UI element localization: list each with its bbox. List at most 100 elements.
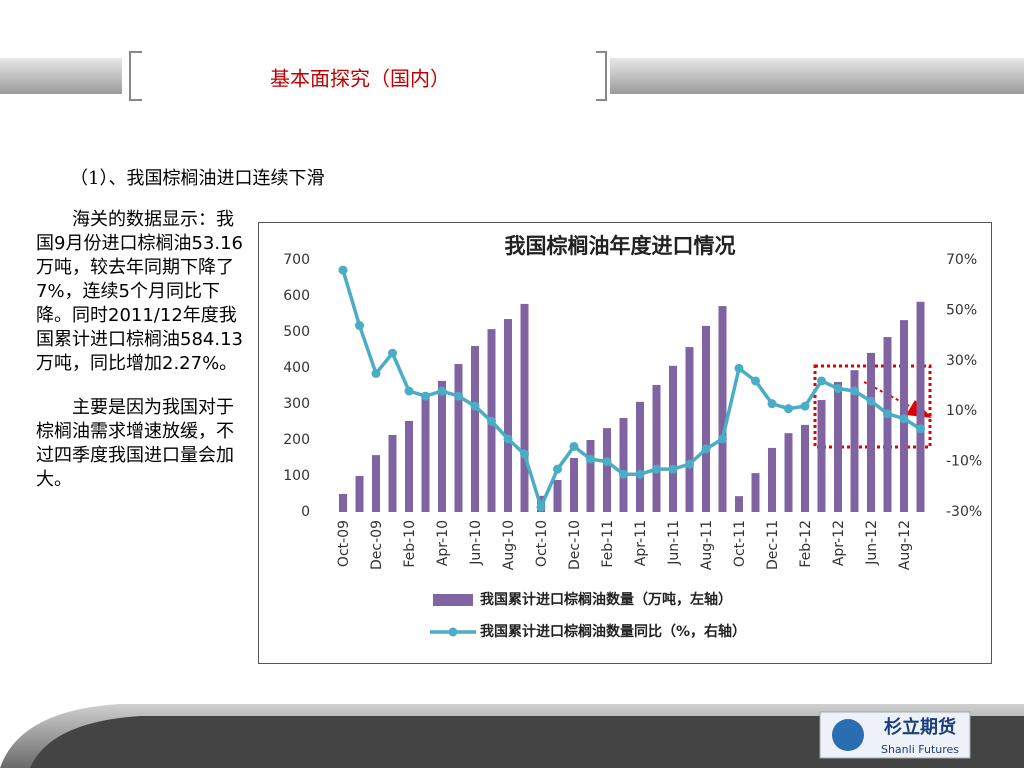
bar — [916, 301, 925, 512]
bar — [867, 352, 875, 512]
point — [470, 401, 480, 411]
legend-label: 我国累计进口棕榈油数量（万吨，左轴） — [480, 591, 732, 608]
bar — [817, 400, 826, 512]
y-tick-label: 600 — [283, 288, 310, 304]
point — [404, 386, 414, 396]
y2-tick-label: 50% — [946, 302, 977, 318]
x-tick-label: Jun-11 — [666, 520, 682, 566]
logo-icon — [832, 719, 864, 751]
point — [668, 464, 678, 474]
x-tick-label: Apr-12 — [831, 520, 847, 566]
point — [602, 457, 612, 467]
point — [371, 368, 381, 378]
paragraph: 海关的数据显示：我国9月份进口棕榈油53.16万吨，较去年同期下降了7%，连续5… — [36, 209, 243, 374]
bar — [603, 428, 611, 512]
point — [635, 469, 645, 479]
x-tick-label: Apr-11 — [633, 520, 649, 566]
y2-tick-label: -10% — [946, 454, 982, 470]
y2-tick-label: 30% — [946, 353, 977, 369]
point — [767, 399, 777, 409]
bar — [339, 494, 347, 512]
bar — [801, 424, 809, 512]
x-tick-label: Apr-10 — [435, 520, 451, 566]
x-tick-label: Feb-10 — [402, 520, 418, 568]
point — [883, 409, 892, 419]
bar — [570, 458, 578, 512]
point — [421, 391, 430, 401]
bar — [504, 319, 512, 512]
legend-label: 我国累计进口棕榈油数量同比（%，右轴） — [480, 623, 746, 640]
x-tick-label: Oct-10 — [534, 520, 550, 567]
point — [586, 454, 595, 464]
bar — [685, 347, 694, 512]
point — [454, 391, 463, 401]
text-block: 海关的数据显示：我国9月份进口棕榈油53.16万吨，较去年同期下降了7%，连续5… — [36, 208, 246, 512]
y2-tick-label: 10% — [946, 403, 977, 419]
point — [619, 469, 628, 479]
bar — [751, 473, 760, 512]
bar — [652, 384, 661, 512]
x-tick-label: Jun-12 — [864, 520, 880, 566]
point — [833, 384, 843, 394]
point — [338, 265, 348, 275]
subtitle: （1）、我国棕榈油进口连续下滑 — [70, 168, 325, 189]
x-tick-label: Feb-12 — [798, 520, 814, 568]
point — [784, 404, 793, 414]
bar — [520, 303, 529, 512]
legend-swatch — [433, 594, 473, 606]
point — [437, 386, 447, 396]
logo-name: 杉立期货 — [884, 716, 956, 738]
bar — [421, 396, 430, 512]
bar — [372, 455, 380, 512]
y-tick-label: 200 — [283, 432, 310, 448]
x-tick-label: Aug-12 — [897, 520, 913, 570]
y-tick-label: 700 — [283, 252, 310, 268]
point — [850, 386, 859, 396]
x-tick-label: Oct-11 — [732, 520, 748, 567]
y-tick-label: 300 — [283, 396, 310, 412]
x-tick-label: Aug-11 — [699, 520, 715, 570]
bar — [471, 346, 479, 512]
point — [916, 424, 925, 434]
bar — [834, 382, 842, 512]
point — [388, 348, 397, 358]
y2-tick-label: -30% — [946, 504, 982, 520]
x-tick-label: Dec-11 — [765, 520, 781, 570]
x-tick-label: Jun-10 — [468, 520, 484, 566]
point — [520, 449, 529, 459]
chart-title: 我国棕榈油年度进口情况 — [505, 234, 736, 258]
point — [503, 434, 513, 444]
point — [751, 376, 760, 386]
bar — [438, 380, 446, 512]
bar — [619, 418, 628, 512]
point — [536, 502, 546, 512]
point — [487, 416, 496, 426]
point — [569, 441, 579, 451]
bar — [636, 401, 644, 512]
bar — [669, 365, 677, 512]
y2-tick-label: 70% — [946, 252, 977, 268]
x-tick-label: Dec-09 — [369, 520, 385, 570]
legend-swatch — [448, 627, 458, 637]
bar — [883, 337, 892, 512]
x-tick-label: Dec-10 — [567, 520, 583, 570]
footer-deco: 杉立期货 Shanli Futures — [0, 704, 1024, 768]
y-tick-label: 400 — [283, 360, 310, 376]
point — [652, 464, 661, 474]
point — [355, 321, 364, 331]
x-tick-label: Oct-09 — [336, 520, 352, 567]
bar — [355, 476, 364, 512]
bar — [768, 447, 776, 512]
paragraph: 主要是因为我国对于棕榈油需求增速放缓，不过四季度我国进口量会加大。 — [36, 397, 234, 490]
bar — [784, 433, 793, 512]
point — [701, 444, 711, 454]
bar — [405, 420, 413, 512]
bar — [735, 496, 743, 512]
bar — [454, 364, 463, 512]
point — [685, 459, 694, 469]
x-tick-label: Feb-11 — [600, 520, 616, 568]
point — [800, 401, 810, 411]
point — [718, 434, 727, 444]
bar — [586, 440, 595, 512]
